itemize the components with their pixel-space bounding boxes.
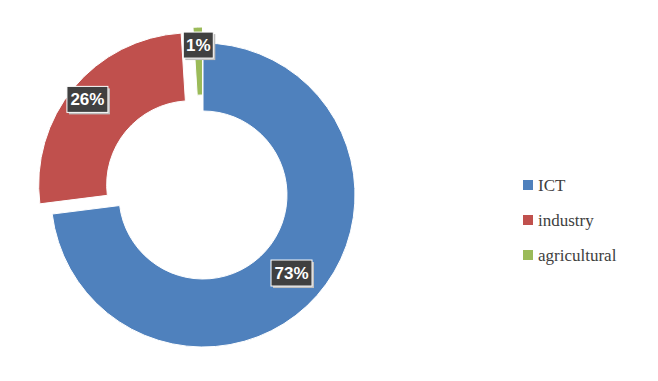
slice — [39, 33, 186, 204]
data-label: 73% — [274, 264, 308, 283]
label-box — [67, 86, 108, 112]
data-labels: 73% 26% 1% — [67, 32, 314, 288]
legend-label: agricultural — [538, 246, 617, 265]
legend-swatch — [523, 250, 533, 260]
legend-label: industry — [538, 211, 594, 230]
legend-swatch — [523, 215, 533, 225]
label-box — [183, 32, 213, 58]
data-label: 1% — [186, 36, 211, 55]
data-label: 26% — [70, 90, 104, 109]
legend-label: ICT — [538, 176, 566, 195]
legend-swatch — [523, 180, 533, 190]
label-box — [271, 260, 312, 286]
legend: ICT industry agricultural — [523, 176, 617, 265]
chart: 73% 26% 1% ICT industry agricultural — [0, 0, 658, 381]
slices — [39, 27, 355, 347]
